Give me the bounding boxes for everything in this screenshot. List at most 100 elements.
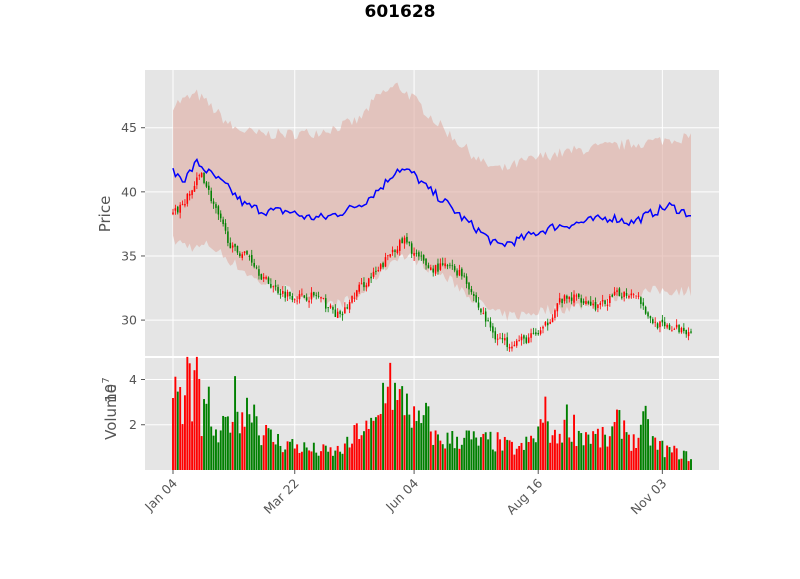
candle [532,327,535,335]
volume-bar [518,445,521,470]
candle-body [554,310,556,318]
volume-bar [355,423,358,470]
volume-bar [394,382,396,470]
volume-bar [463,437,466,470]
candle [585,296,587,306]
volume-bar [425,402,427,470]
candle-body [375,270,377,272]
candle-body [320,296,322,299]
candle [184,199,186,208]
candle-body [470,289,473,293]
candle-body [530,333,532,338]
volume-bar [391,409,394,470]
volume-bar [451,431,454,470]
candle-body [461,268,463,277]
candle [176,205,179,215]
volume-bar [642,411,645,470]
candle-body [566,295,568,299]
candle-body [453,266,456,271]
candle-body [267,277,270,284]
candle [272,285,275,293]
candle [680,326,683,334]
candle [496,333,499,346]
candle [274,279,277,291]
volume-y-tick-label: 2 [129,417,137,432]
candle [418,250,420,261]
volume-bar [422,415,425,470]
volume-bar [484,432,487,470]
candle-body [441,263,444,265]
candle-body [515,340,518,346]
volume-bar [305,447,308,470]
candle [296,296,298,305]
candle [413,247,415,261]
candle [506,332,508,351]
candle [687,327,690,341]
candle [492,323,494,339]
candle-body [675,324,678,328]
envelope-band [173,82,691,321]
volume-bar [367,428,370,470]
candle [408,241,411,247]
price-y-tick-label: 35 [121,248,137,263]
candle-body [475,295,477,303]
volume-axis-label: Volume [102,384,120,440]
candle-body [659,321,661,328]
volume-bar [511,441,513,470]
candle-body [618,288,621,297]
volume-bar [444,448,447,470]
candle [508,343,511,352]
candle-body [353,297,356,299]
volume-bar [224,416,227,470]
candle-body [334,309,337,317]
volume-bar [661,440,664,470]
candle [367,277,370,287]
volume-bar [222,415,225,470]
candle [470,285,473,295]
candle-body [527,337,530,343]
price-y-tick-label: 40 [121,184,137,199]
candle-body [465,276,468,284]
candle [601,294,604,307]
candle [551,314,554,323]
candle-body [193,186,196,192]
volume-bar [654,437,657,470]
candle-body [685,330,688,335]
volume-bar [647,419,649,470]
candle [597,304,599,313]
volume-bar [281,452,284,470]
candle-body [200,172,203,178]
candle [224,219,227,235]
volume-multiplier-exponent: 7 [101,377,112,383]
candle-body [456,270,458,276]
candle-body [625,292,628,296]
volume-bar [553,429,556,470]
candle-body [609,295,611,304]
candle [630,289,633,299]
candle [427,262,430,269]
candle-body [508,347,511,349]
volume-bar [596,428,599,470]
volume-bar [186,356,189,470]
volume-bar [410,427,413,470]
candle [616,287,618,296]
candle-body [255,267,258,269]
volume-bar [212,435,215,470]
candle-body [535,332,537,335]
candle-body [181,204,184,206]
candle-body [258,269,260,276]
candle [561,298,563,308]
volume-multiplier-base: 10 [102,384,120,403]
candle-body [389,254,392,257]
candle [391,246,394,256]
candle [504,333,506,346]
candle-body [437,263,439,272]
candle [334,304,337,318]
candle-body [630,293,633,296]
candle-body [248,256,251,257]
candle [487,317,489,322]
volume-bar [568,437,571,470]
candle [394,249,396,258]
volume-bar [336,445,339,470]
